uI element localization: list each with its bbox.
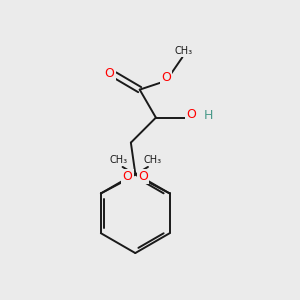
Text: CH₃: CH₃ [143,155,161,166]
Text: CH₃: CH₃ [175,46,193,56]
Text: O: O [138,170,148,183]
Text: H: H [203,109,213,122]
Text: O: O [122,170,132,183]
Text: O: O [186,108,196,121]
Text: CH₃: CH₃ [109,155,127,166]
Text: O: O [104,67,114,80]
Text: O: O [161,71,171,84]
